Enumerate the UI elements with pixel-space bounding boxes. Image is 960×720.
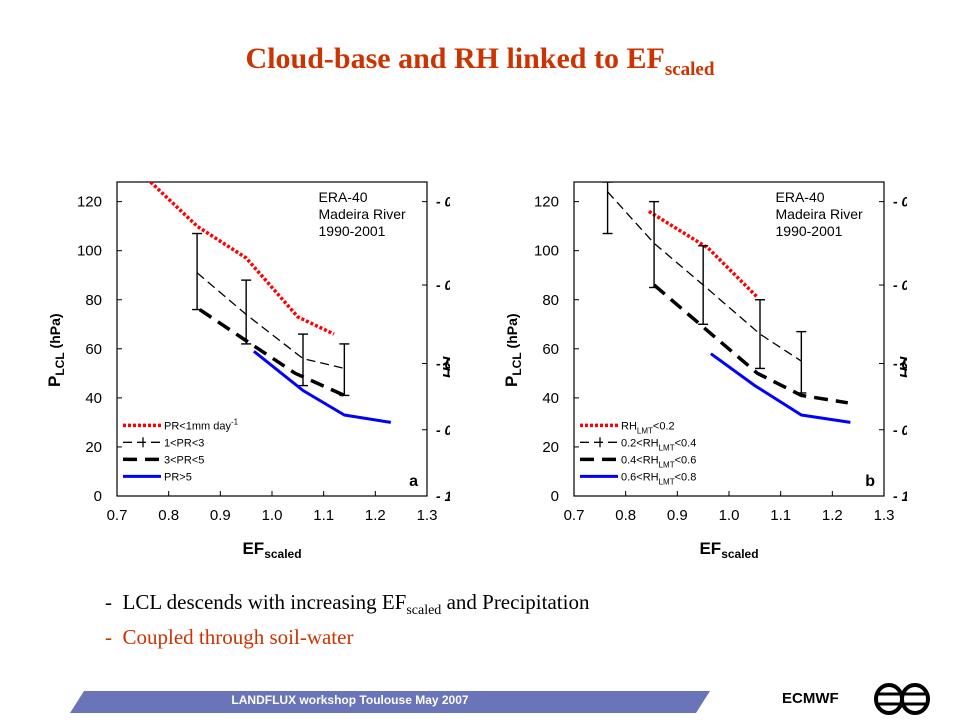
page-title: Cloud-base and RH linked to EFscaled bbox=[0, 42, 960, 81]
title-main: Cloud-base and RH linked to EF bbox=[245, 42, 665, 75]
bullet-1-text: LCL descends with increasing EF bbox=[122, 590, 407, 614]
series-line-3 bbox=[652, 283, 849, 405]
rh-tick-label: - 0.7 bbox=[893, 277, 907, 293]
x-axis-label: EFscaled bbox=[242, 539, 301, 561]
legend-label-1: PR<1mm day-1 bbox=[164, 417, 239, 432]
y-tick-label: 60 bbox=[85, 341, 102, 358]
rh-tick-label: - 1.0 bbox=[893, 488, 907, 504]
lcl-chart-panel-b: 0.7 0.8 0.9 1.0 1.1 1.2 1.3 0 20 40 60 80 100 120 - 0.… bbox=[502, 181, 907, 561]
footer-bar-shape bbox=[70, 691, 710, 713]
x-tick-label: 1.2 bbox=[365, 507, 386, 524]
rh-axis-label: RH bbox=[896, 356, 907, 379]
bullet-2-text: Coupled through soil-water bbox=[122, 625, 354, 650]
y-tick-label: 20 bbox=[542, 439, 559, 456]
legend-label-4: PR>5 bbox=[164, 471, 192, 483]
rh-tick-label: - 0.8 bbox=[893, 356, 907, 372]
bullet-1: - LCL descends with increasing EFscaled … bbox=[105, 590, 589, 619]
bullet-2-dash: - bbox=[105, 625, 112, 650]
lcl-chart-panel-a: 0.7 0.8 0.9 1.0 1.1 1.2 1.3 0 20 40 60 80 100 120 - 0.… bbox=[45, 181, 450, 561]
x-tick-label: 0.9 bbox=[210, 507, 231, 524]
annotation-line: Madeira River bbox=[776, 206, 863, 222]
x-tick-label: 1.1 bbox=[313, 507, 334, 524]
x-tick-label: 1.2 bbox=[822, 507, 843, 524]
series-line-2 bbox=[607, 191, 802, 362]
rh-tick-label: - 0.6 bbox=[893, 194, 907, 210]
y-tick-label: 40 bbox=[85, 390, 102, 407]
series-group bbox=[149, 182, 392, 424]
series-group bbox=[602, 182, 851, 424]
y-axis-label: PLCL (hPa) bbox=[502, 313, 524, 387]
series-line-4 bbox=[252, 350, 392, 424]
footer-text: LANDFLUX workshop Toulouse May 2007 bbox=[231, 693, 469, 707]
bullet-1-dash: - bbox=[105, 590, 112, 614]
annotation-line: 1990-2001 bbox=[776, 223, 843, 239]
x-tick-label: 1.0 bbox=[262, 507, 283, 524]
legend-label-2: 1<PR<3 bbox=[164, 437, 204, 449]
rh-tick-label: - 0.9 bbox=[893, 422, 907, 438]
rh-tick-label: - 1.0 bbox=[436, 488, 450, 504]
y-tick-label: 0 bbox=[551, 488, 559, 505]
bullet-1-subscript: scaled bbox=[406, 603, 442, 619]
x-tick-label: 1.0 bbox=[719, 507, 740, 524]
y-tick-label: 100 bbox=[77, 243, 102, 260]
bullet-list: - LCL descends with increasing EFscaled … bbox=[105, 590, 589, 656]
rh-tick-label: - 0.9 bbox=[436, 422, 450, 438]
y-tick-label: 0 bbox=[94, 488, 102, 505]
bullet-1-text-end: and Precipitation bbox=[441, 590, 590, 614]
x-tick-label: 0.8 bbox=[158, 507, 179, 524]
legend-label-4: 0.6<RHLMT<0.8 bbox=[621, 471, 696, 486]
x-tick-label: 0.9 bbox=[667, 507, 688, 524]
legend-label-3: 0.4<RHLMT<0.6 bbox=[621, 454, 696, 469]
x-tick-label: 0.7 bbox=[564, 507, 585, 524]
x-tick-label: 1.3 bbox=[417, 507, 438, 524]
series-line-1 bbox=[647, 209, 759, 299]
y-tick-label: 80 bbox=[542, 292, 559, 309]
y-tick-label: 40 bbox=[542, 390, 559, 407]
x-tick-label: 0.8 bbox=[615, 507, 636, 524]
y-tick-label: 120 bbox=[534, 194, 559, 211]
y-tick-label: 120 bbox=[77, 194, 102, 211]
rh-axis-label: RH bbox=[439, 356, 450, 379]
footer-bar bbox=[70, 691, 710, 713]
annotation-line: Madeira River bbox=[319, 206, 406, 222]
legend-label-1: RHLMT<0.2 bbox=[621, 420, 675, 435]
title-subscript: scaled bbox=[664, 59, 715, 80]
panel-letter: a bbox=[409, 473, 418, 490]
series-line-4 bbox=[710, 352, 851, 424]
series-line-1 bbox=[149, 182, 335, 336]
y-tick-label: 60 bbox=[542, 341, 559, 358]
legend-label-3: 3<PR<5 bbox=[164, 454, 204, 466]
panel-letter: b bbox=[865, 473, 875, 490]
y-tick-label: 100 bbox=[534, 243, 559, 260]
annotation-line: ERA-40 bbox=[776, 189, 825, 205]
rh-tick-label: - 0.8 bbox=[436, 356, 450, 372]
x-axis-label: EFscaled bbox=[699, 539, 758, 561]
x-tick-label: 1.3 bbox=[874, 507, 895, 524]
rh-tick-label: - 0.6 bbox=[436, 194, 450, 210]
bullet-2: - Coupled through soil-water bbox=[105, 625, 589, 650]
x-tick-label: 1.1 bbox=[770, 507, 791, 524]
y-tick-label: 20 bbox=[85, 439, 102, 456]
y-tick-label: 80 bbox=[85, 292, 102, 309]
annotation-line: ERA-40 bbox=[319, 189, 368, 205]
x-tick-label: 0.7 bbox=[107, 507, 128, 524]
series-line-2 bbox=[196, 272, 345, 370]
rh-tick-label: - 0.7 bbox=[436, 277, 450, 293]
ecmwf-logo-icon bbox=[874, 683, 930, 715]
org-name: ECMWF bbox=[782, 690, 839, 707]
annotation-line: 1990-2001 bbox=[319, 223, 386, 239]
series-line-3 bbox=[198, 308, 346, 397]
y-axis-label: PLCL (hPa) bbox=[45, 313, 67, 387]
legend-label-2: 0.2<RHLMT<0.4 bbox=[621, 437, 696, 452]
